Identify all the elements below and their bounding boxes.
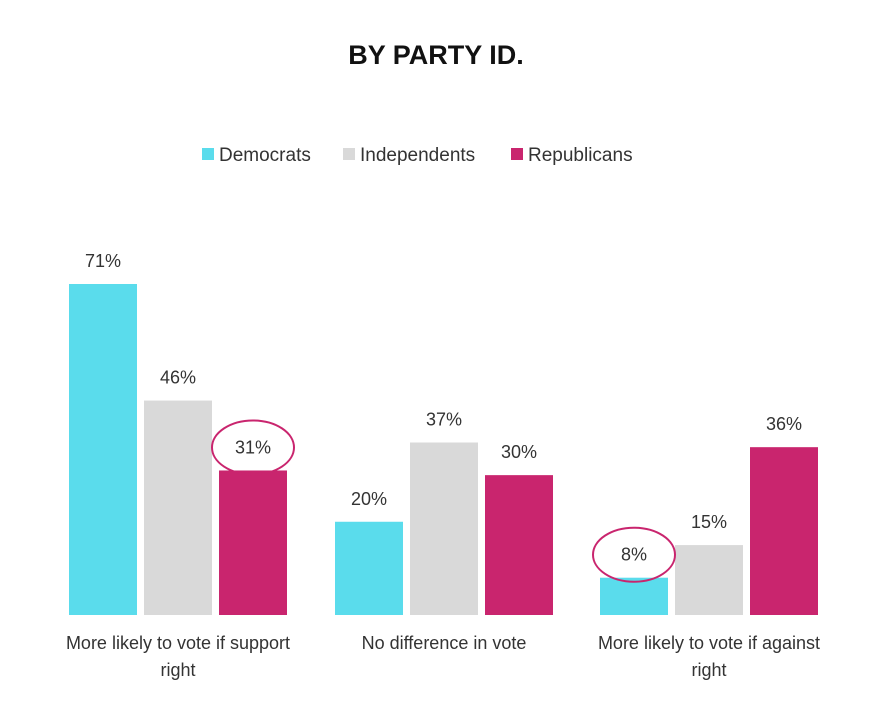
category-label-0-line-0: More likely to vote if support — [66, 633, 290, 653]
bars-group — [69, 284, 818, 615]
highlight-circle-republicans-0 — [211, 419, 295, 476]
bar-republicans-1 — [485, 475, 553, 615]
value-label-independents-1: 37% — [426, 410, 462, 430]
category-label-1-line-0: No difference in vote — [362, 633, 527, 653]
category-label-0-line-1: right — [160, 660, 195, 680]
bar-democrats-2 — [600, 577, 668, 615]
value-label-democrats-0: 71% — [85, 251, 121, 271]
bar-republicans-2 — [750, 447, 818, 615]
bar-independents-2 — [675, 545, 743, 615]
legend-label-republicans: Republicans — [528, 145, 633, 166]
value-label-republicans-1: 30% — [501, 442, 537, 462]
bar-democrats-0 — [69, 284, 137, 615]
bar-independents-1 — [410, 442, 478, 615]
value-label-democrats-2: 8% — [621, 545, 647, 565]
legend-label-democrats: Democrats — [219, 145, 311, 166]
value-label-independents-2: 15% — [691, 512, 727, 532]
category-label-2-line-0: More likely to vote if against — [598, 633, 820, 653]
value-label-independents-0: 46% — [160, 368, 196, 388]
category-label-2-line-1: right — [691, 660, 726, 680]
value-label-democrats-1: 20% — [351, 489, 387, 509]
legend-swatch-republicans — [511, 148, 523, 160]
value-label-republicans-0: 31% — [235, 437, 271, 457]
value-label-republicans-2: 36% — [766, 414, 802, 434]
legend-label-independents: Independents — [360, 145, 475, 166]
bar-democrats-1 — [335, 521, 403, 615]
highlight-circle-democrats-2 — [592, 526, 676, 583]
category-labels-group: More likely to vote if support right No di… — [66, 633, 820, 680]
legend-swatch-independents — [343, 148, 355, 160]
value-labels-group: 71% 46% 31% 20% 37% 30% 8% 15% 36% — [85, 251, 802, 565]
bar-independents-0 — [144, 400, 212, 615]
bar-republicans-0 — [219, 470, 287, 615]
highlight-circles-group — [211, 419, 676, 583]
chart-title: BY PARTY ID. — [348, 40, 524, 70]
legend: Democrats Independents Republicans — [202, 145, 633, 166]
legend-swatch-democrats — [202, 148, 214, 160]
